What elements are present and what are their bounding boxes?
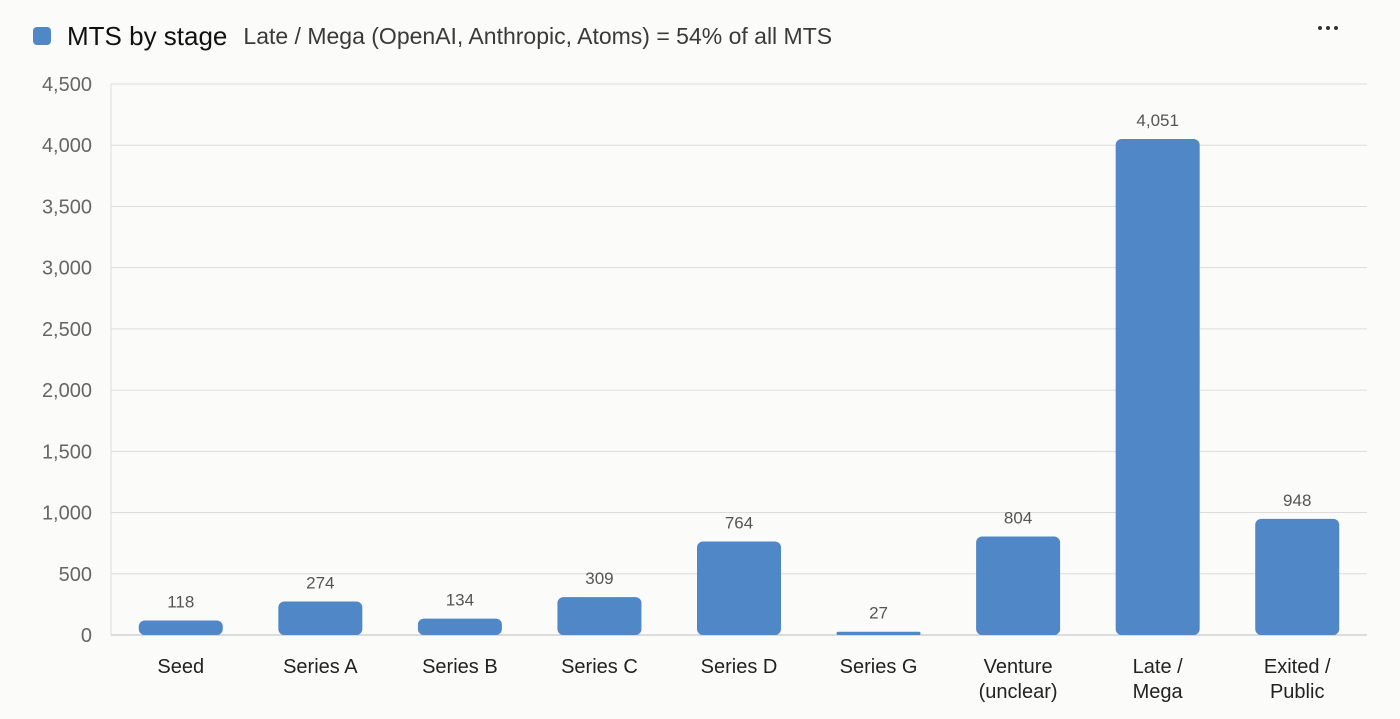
bar-series-b (417, 618, 502, 635)
x-tick-label: Exited / (1264, 656, 1331, 678)
x-tick-label: Series G (840, 656, 918, 678)
y-tick-label: 1,500 (42, 441, 92, 463)
bar-series-d (697, 541, 781, 635)
y-tick-label: 500 (59, 564, 92, 586)
x-tick-label: Mega (1133, 681, 1184, 703)
x-tick-label: Series D (701, 656, 778, 678)
x-tick-label: Series B (422, 656, 498, 678)
y-tick-label: 4,000 (42, 135, 92, 157)
x-tick-label: Series C (561, 656, 638, 678)
x-tick-label: Late / (1133, 656, 1183, 678)
bar-series-a (278, 601, 363, 635)
chart-subtitle: Late / Mega (OpenAI, Anthropic, Atoms) =… (243, 22, 833, 49)
x-tick-label: Public (1270, 681, 1324, 703)
chart-header: MTS by stage Late / Mega (OpenAI, Anthro… (33, 18, 832, 54)
y-tick-label: 2,000 (42, 380, 92, 402)
y-tick-label: 3,500 (42, 196, 92, 218)
x-tick-label: (unclear) (979, 681, 1058, 703)
more-horizontal-icon (1318, 26, 1322, 30)
data-label: 309 (585, 569, 613, 588)
bar-exited-public (1255, 518, 1340, 635)
legend-swatch (33, 27, 51, 45)
chart-title: MTS by stage (67, 20, 228, 51)
more-options-button[interactable] (1312, 14, 1344, 42)
data-label: 274 (306, 573, 334, 592)
y-tick-label: 1,000 (42, 503, 92, 525)
x-tick-label: Series A (283, 656, 358, 678)
data-label: 118 (167, 593, 194, 612)
y-tick-label: 3,000 (42, 258, 92, 280)
y-tick-label: 2,500 (42, 319, 92, 341)
x-tick-label: Seed (157, 656, 204, 678)
data-label: 27 (869, 604, 888, 623)
bar-series-c (557, 597, 642, 635)
bar-venture-unclear (976, 536, 1061, 635)
x-tick-label: Venture (984, 656, 1053, 678)
bar-late-mega (1115, 138, 1200, 636)
data-label: 948 (1283, 491, 1311, 510)
y-tick-label: 4,500 (42, 74, 92, 96)
data-label: 804 (1004, 509, 1032, 528)
bar-seed (138, 620, 223, 635)
data-label: 764 (725, 513, 753, 532)
y-tick-label: 0 (81, 625, 92, 647)
data-label: 134 (446, 591, 474, 610)
data-label: 4,051 (1136, 111, 1179, 130)
bar-series-g (836, 631, 921, 635)
